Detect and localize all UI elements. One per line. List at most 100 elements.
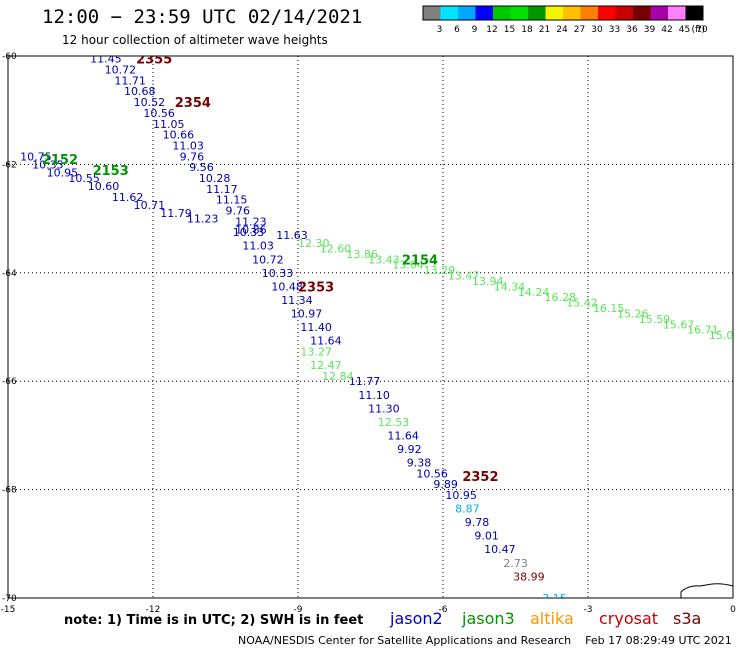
data-label-jason2: 11.30 <box>368 402 400 415</box>
color-swatch <box>685 6 703 20</box>
data-label-jason2: 10.72 <box>252 253 283 266</box>
data-label-jason2: 10.28 <box>199 172 231 185</box>
credit-agency: NOAA/NESDIS Center for Satellite Applica… <box>238 634 572 647</box>
data-label-s3a: 38.99 <box>513 570 545 583</box>
color-tick-label: 33 <box>609 25 620 35</box>
data-label-jason2: 11.77 <box>349 375 381 388</box>
y-tick-label: -60 <box>2 52 17 62</box>
data-label-jason2: 9.78 <box>465 516 490 529</box>
color-tick-label: 12 <box>486 25 497 35</box>
data-label-jason2: 10.52 <box>134 96 166 109</box>
timestamp: Feb 17 08:29:49 UTC 2021 <box>585 634 732 647</box>
color-bar-frame <box>422 5 704 21</box>
color-swatch <box>510 6 528 20</box>
plot-frame <box>7 55 734 599</box>
data-label-jason2: 11.40 <box>300 321 332 334</box>
color-swatch <box>563 6 581 20</box>
color-tick-label: 3 <box>437 25 443 35</box>
data-label-jason3: 12.47 <box>310 359 342 372</box>
color-swatch <box>668 6 686 20</box>
color-swatch <box>475 6 493 20</box>
color-tick-label: 18 <box>521 25 533 35</box>
data-label-jason2: 11.23 <box>235 215 267 228</box>
color-unit-label: (ft) <box>691 25 705 35</box>
data-label-jason2: 10.35 <box>32 158 64 171</box>
data-label-jason2: 10.48 <box>271 280 303 293</box>
data-label-jason2: 10.33 <box>262 267 294 280</box>
data-label-jason3: 16.71 <box>687 324 719 337</box>
data-label-jason2: 9.89 <box>433 478 458 491</box>
data-label-jason2: 10.97 <box>291 307 323 320</box>
color-scale-legend: 3 6 9 12 15 18 21 24 27 30 33 36 39 42 45 70(ft) <box>422 5 708 35</box>
data-label-jason3: 14.34 <box>494 280 526 293</box>
data-label-jason3: 13.47 <box>448 270 480 283</box>
data-layer: 11.4510.7211.7110.6810.5210.5611.0510.66… <box>20 53 740 605</box>
x-tick-label: -9 <box>294 605 303 615</box>
data-label-jason2: 11.15 <box>216 194 248 207</box>
pass-label: 2352 <box>462 470 498 485</box>
data-label-jason2: 10.66 <box>163 129 195 142</box>
color-swatch <box>423 6 441 20</box>
data-label-altika: 3.15 <box>542 592 567 605</box>
data-label-jason2: 11.10 <box>358 389 390 402</box>
data-label-jason2: 11.03 <box>242 240 274 253</box>
x-tick-label: -3 <box>584 605 593 615</box>
data-label-jason2: 9.56 <box>189 161 214 174</box>
data-label-jason3: 15.59 <box>639 313 671 326</box>
data-label-jason2: 11.64 <box>310 335 342 348</box>
color-tick-label: 36 <box>626 25 638 35</box>
legend-s3a: s3a <box>673 609 702 628</box>
color-swatch <box>545 6 563 20</box>
data-label-jason2: 11.23 <box>187 213 219 226</box>
data-label-jason2: 11.71 <box>114 74 146 87</box>
data-label-jason3: 16.15 <box>593 302 625 315</box>
data-label-jason2: 10.75 <box>20 150 52 163</box>
data-label-jason2: 9.76 <box>226 204 251 217</box>
y-tick-label: -62 <box>2 160 17 170</box>
coastline-shape <box>680 583 734 598</box>
units-note: note: 1) Time is in UTC; 2) SWH is in fe… <box>64 613 364 628</box>
color-swatch <box>598 6 616 20</box>
data-label-jason3: 15.67 <box>663 318 695 331</box>
color-swatch <box>458 6 476 20</box>
legend-jason3: jason3 <box>462 609 515 628</box>
data-label-jason2: 10.47 <box>484 543 516 556</box>
data-label-jason3: 13.64 <box>392 259 424 272</box>
footer: note: 1) Time is in UTC; 2) SWH is in fe… <box>0 608 740 650</box>
data-label-jason2: 10.71 <box>134 199 166 212</box>
pass-label: 2153 <box>93 164 129 179</box>
y-tick-label: -68 <box>2 486 17 496</box>
color-tick-label: 39 <box>644 25 656 35</box>
data-label-jason3: 13.86 <box>346 248 378 261</box>
color-tick-label: 70 <box>696 25 708 35</box>
data-label-jason3: 12.60 <box>320 242 352 255</box>
color-swatch <box>580 6 598 20</box>
data-label-jason3: 13.94 <box>472 275 504 288</box>
data-label-jason3: 15.26 <box>617 307 649 320</box>
y-tick-label: -64 <box>2 269 17 279</box>
color-tick-label: 45 <box>679 25 690 35</box>
data-label-jason3: 12.30 <box>298 237 330 250</box>
color-swatch <box>633 6 651 20</box>
data-label-jason3: 14.26 <box>731 335 740 348</box>
data-label-jason3: 15.09 <box>709 329 740 342</box>
x-tick-label: -6 <box>439 605 448 615</box>
data-label-jason2: 10.95 <box>445 489 477 502</box>
data-label-cryosat: 2.73 <box>503 557 527 570</box>
data-label-jason2: 10.33 <box>233 226 265 239</box>
data-label-jason3: 16.28 <box>545 291 577 304</box>
credit-text: NOAA/NESDIS Center for Satellite Applica… <box>238 634 732 647</box>
data-label-jason3: 14.24 <box>518 286 550 299</box>
x-tick-label: -12 <box>146 605 161 615</box>
data-label-jason2: 11.05 <box>153 118 185 131</box>
color-tick-label: 42 <box>661 25 672 35</box>
data-label-jason2: 9.01 <box>474 530 499 543</box>
page-title: 12:00 − 23:59 UTC 02/14/2021 <box>42 6 363 28</box>
pass-label: 2355 <box>136 53 172 68</box>
data-label-jason2: 11.62 <box>112 191 143 204</box>
data-label-jason3: 13.27 <box>300 345 332 358</box>
color-tick-label: 21 <box>539 25 550 35</box>
color-swatch <box>650 6 668 20</box>
data-label-jason2: 11.03 <box>172 139 204 152</box>
